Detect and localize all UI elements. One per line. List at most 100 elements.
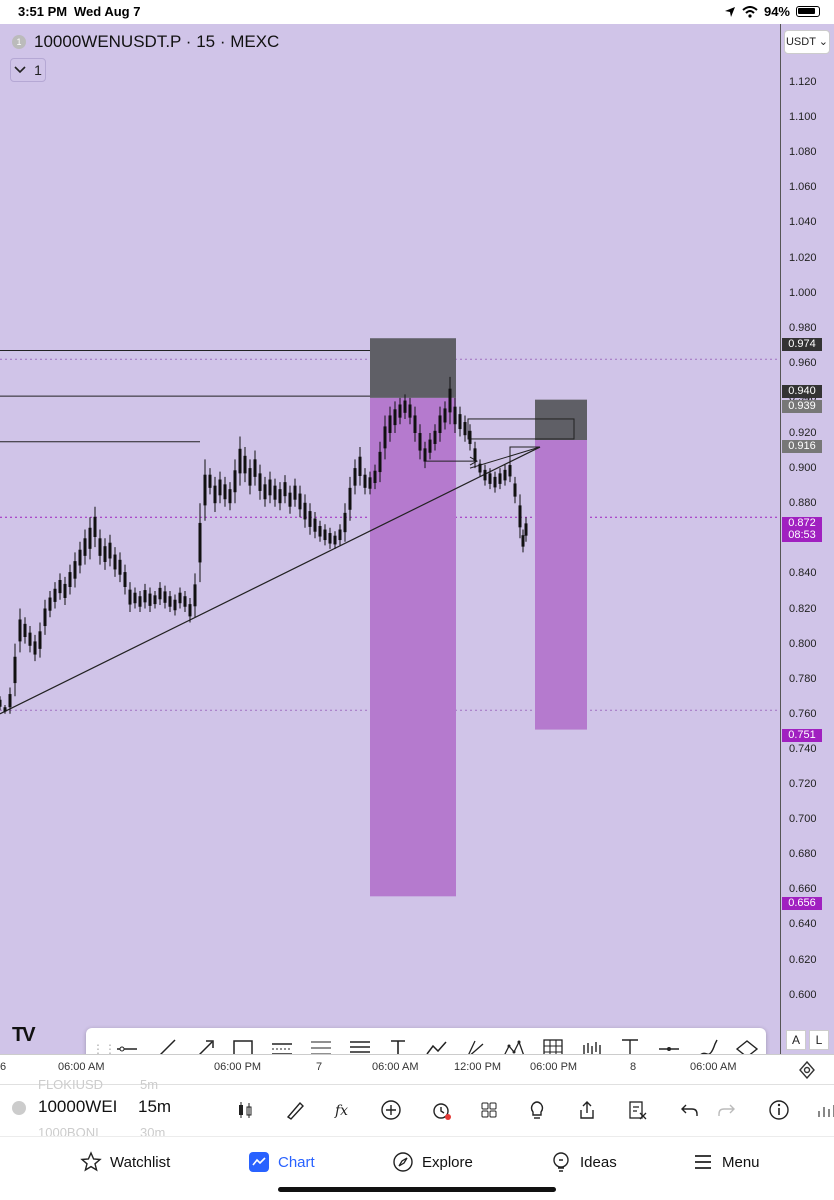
candle-body [463,422,467,436]
price-tick: 1.060 [789,181,817,194]
info-button[interactable] [764,1095,794,1125]
tab-chart[interactable]: Chart [248,1151,315,1173]
candle-body [253,459,257,477]
tab-explore[interactable]: Explore [392,1151,473,1173]
price-tick: 0.840 [789,567,817,580]
tab-label: Ideas [580,1153,617,1171]
horizontal-ray-tool[interactable] [108,1029,147,1069]
hamburger-icon [695,1155,711,1169]
price-tick: 0.620 [789,953,817,966]
remove-drawings-button[interactable] [622,1095,652,1125]
tab-watchlist[interactable]: Watchlist [80,1151,170,1173]
indicator-collapse-button[interactable]: 1 [10,58,46,82]
candle-body [233,470,237,493]
pin-line-icon [659,1047,680,1051]
price-tag-974: 0.974 [782,338,822,351]
chart-canvas[interactable]: 1 10000WENUSDT.P · 15 · MEXC 1 TV [0,24,780,1054]
location-icon [724,6,735,17]
svg-text:fx: fx [334,1103,348,1119]
candle-body [493,476,497,488]
time-label: 6 [0,1061,7,1073]
time-label: 8 [630,1061,637,1073]
candle-body [383,426,387,449]
plus-circle-icon [381,1100,401,1120]
ideas-button[interactable] [522,1095,552,1125]
bars-pattern-tool[interactable] [572,1029,611,1069]
candle-body [328,533,332,544]
data-window-button[interactable] [810,1095,834,1125]
candle-body [333,535,337,545]
price-tick: 0.880 [789,497,817,510]
candles-icon [239,1102,252,1118]
indicators-button[interactable]: fx [328,1095,358,1125]
bar-chart-icon [818,1105,834,1117]
arrow-head [469,456,479,466]
candle-body [313,518,317,532]
target-zone [370,397,456,897]
candle-body [283,482,287,497]
candle-body [188,604,192,617]
price-tick: 0.700 [789,813,817,826]
candle-body [183,596,187,607]
currency-selector[interactable]: USDT ⌄ [784,30,830,54]
candle-body [158,587,162,600]
chart-type-button[interactable] [230,1095,260,1125]
candle-body [498,473,502,484]
redo-button[interactable] [712,1095,742,1125]
candle-body [488,473,492,484]
ghost-symbol-above: FLOKIUSD [38,1077,104,1092]
candle-body [503,469,507,481]
candle-body [468,430,472,444]
pin-line-tool[interactable] [650,1029,689,1069]
log-scale-button[interactable]: L [809,1030,829,1050]
tab-menu[interactable]: Menu [692,1151,760,1173]
alert-button[interactable] [426,1095,456,1125]
candle-body [223,484,227,500]
candle-body [218,479,222,496]
currency-label: USDT [785,36,816,48]
drawing-button[interactable] [280,1095,310,1125]
tab-ideas[interactable]: Ideas [550,1151,617,1173]
candle-body [473,448,477,462]
price-tick: 0.820 [789,602,817,615]
path-tool[interactable] [418,1029,457,1069]
candle-body [438,415,442,433]
candle-body [453,406,457,425]
timeframe-selector[interactable]: 15m [138,1097,172,1116]
symbol-title[interactable]: 10000WENUSDT.P · 15 · MEXC [34,32,280,51]
battery-icon [796,6,820,17]
share-button[interactable] [572,1095,602,1125]
candle-body [378,451,382,473]
price-axis[interactable]: USDT ⌄ 1.120 1.100 1.080 1.060 1.040 1.020 1.0… [780,24,834,1054]
undo-button[interactable] [674,1095,704,1125]
candle-body [243,455,247,474]
symbol-selector[interactable]: 10000WEI [38,1097,118,1116]
candle-body [138,596,142,607]
redo-icon [718,1104,735,1116]
price-tick: 0.780 [789,672,817,685]
candle-body [238,448,242,474]
layouts-button[interactable] [474,1095,504,1125]
add-button[interactable] [376,1095,406,1125]
candle-body [28,632,32,646]
candle-body [268,479,272,496]
candle-body [303,502,307,520]
price-tick: 0.680 [789,848,817,861]
candle-body [178,592,182,604]
time-label: 7 [316,1061,323,1073]
time-axis[interactable]: 6 06:00 AM 06:00 PM 7 06:00 AM 12:00 PM … [0,1054,834,1084]
rectangle-drawing [467,418,575,440]
candle-body [353,468,357,486]
candle-body [38,631,42,649]
auto-scale-button[interactable]: A [786,1030,806,1050]
candle-body [298,493,302,510]
price-tag-751: 0.751 [782,729,822,742]
status-time: 3:51 PM [18,4,68,19]
candle-body [338,529,342,541]
pattern-tool[interactable] [495,1029,534,1069]
price-tag-940: 0.940 [782,385,822,398]
settings-icon[interactable] [798,1061,816,1079]
chart-drawing[interactable] [0,24,780,1054]
price-tick: 0.980 [789,321,817,334]
candle-body [23,623,27,638]
